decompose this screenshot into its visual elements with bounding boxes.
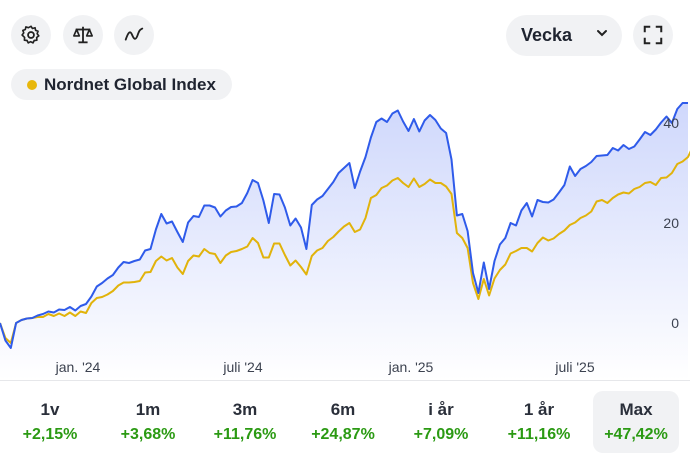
- range-option-2[interactable]: 3m +11,76%: [202, 391, 288, 453]
- chevron-down-icon: [597, 30, 607, 37]
- range-return-value: +2,15%: [22, 426, 78, 443]
- range-label: 6m: [330, 400, 356, 419]
- y-tick-label: 20: [663, 215, 679, 231]
- range-return-value: +11,16%: [507, 426, 571, 443]
- period-select-value: Vecka: [521, 25, 573, 45]
- chart-style-button[interactable]: [114, 15, 154, 55]
- period-select[interactable]: Vecka: [506, 15, 622, 56]
- range-option-0[interactable]: 1v +2,15%: [7, 391, 93, 453]
- settings-button[interactable]: [11, 15, 51, 55]
- x-tick-label: jan. '24: [55, 359, 101, 375]
- range-selector: 1v +2,15% 1m +3,68% 3m +11,76% 6m +24,87% i år +7…: [0, 381, 690, 457]
- legend-dot: [27, 79, 37, 90]
- series-line-index: [0, 150, 690, 344]
- y-tick-label: 0: [671, 315, 679, 331]
- range-option-4[interactable]: i år +7,09%: [398, 391, 484, 453]
- range-return-value: +3,68%: [120, 426, 176, 443]
- range-option-1[interactable]: 1m +3,68%: [105, 391, 191, 453]
- legend-chip[interactable]: Nordnet Global Index: [11, 69, 232, 100]
- range-option-3[interactable]: 6m +24,87%: [300, 391, 386, 453]
- range-option-6[interactable]: Max +47,42%: [593, 391, 679, 453]
- scale-balance-icon: [73, 26, 93, 44]
- fullscreen-icon: [643, 25, 663, 45]
- range-return-value: +11,76%: [213, 426, 277, 443]
- range-label: 1m: [135, 400, 161, 419]
- x-tick-label: jan. '25: [388, 359, 434, 375]
- range-return-value: +24,87%: [311, 426, 375, 443]
- range-label: 1v: [40, 400, 60, 419]
- range-return-value: +7,09%: [413, 426, 469, 443]
- gear-icon: [21, 25, 40, 44]
- range-option-5[interactable]: 1 år +11,16%: [496, 391, 582, 453]
- range-label: 3m: [232, 400, 258, 419]
- range-return-value: +47,42%: [604, 426, 668, 443]
- compare-button[interactable]: [63, 15, 103, 55]
- fullscreen-button[interactable]: [633, 15, 673, 55]
- x-tick-label: juli '24: [222, 359, 262, 375]
- range-label: Max: [619, 400, 653, 419]
- legend-label: Nordnet Global Index: [44, 74, 216, 94]
- divider: [0, 380, 690, 381]
- line-chart-icon: [124, 27, 144, 41]
- price-chart[interactable]: 0 20 40 jan. '24 juli '24 jan. '25 juli '25: [0, 95, 690, 380]
- x-tick-label: juli '25: [554, 359, 594, 375]
- series-area-fill: [0, 103, 688, 380]
- y-tick-label: 40: [663, 115, 679, 131]
- range-label: 1 år: [523, 400, 555, 419]
- range-label: i år: [428, 400, 454, 419]
- series-line-portfolio: [0, 102, 688, 349]
